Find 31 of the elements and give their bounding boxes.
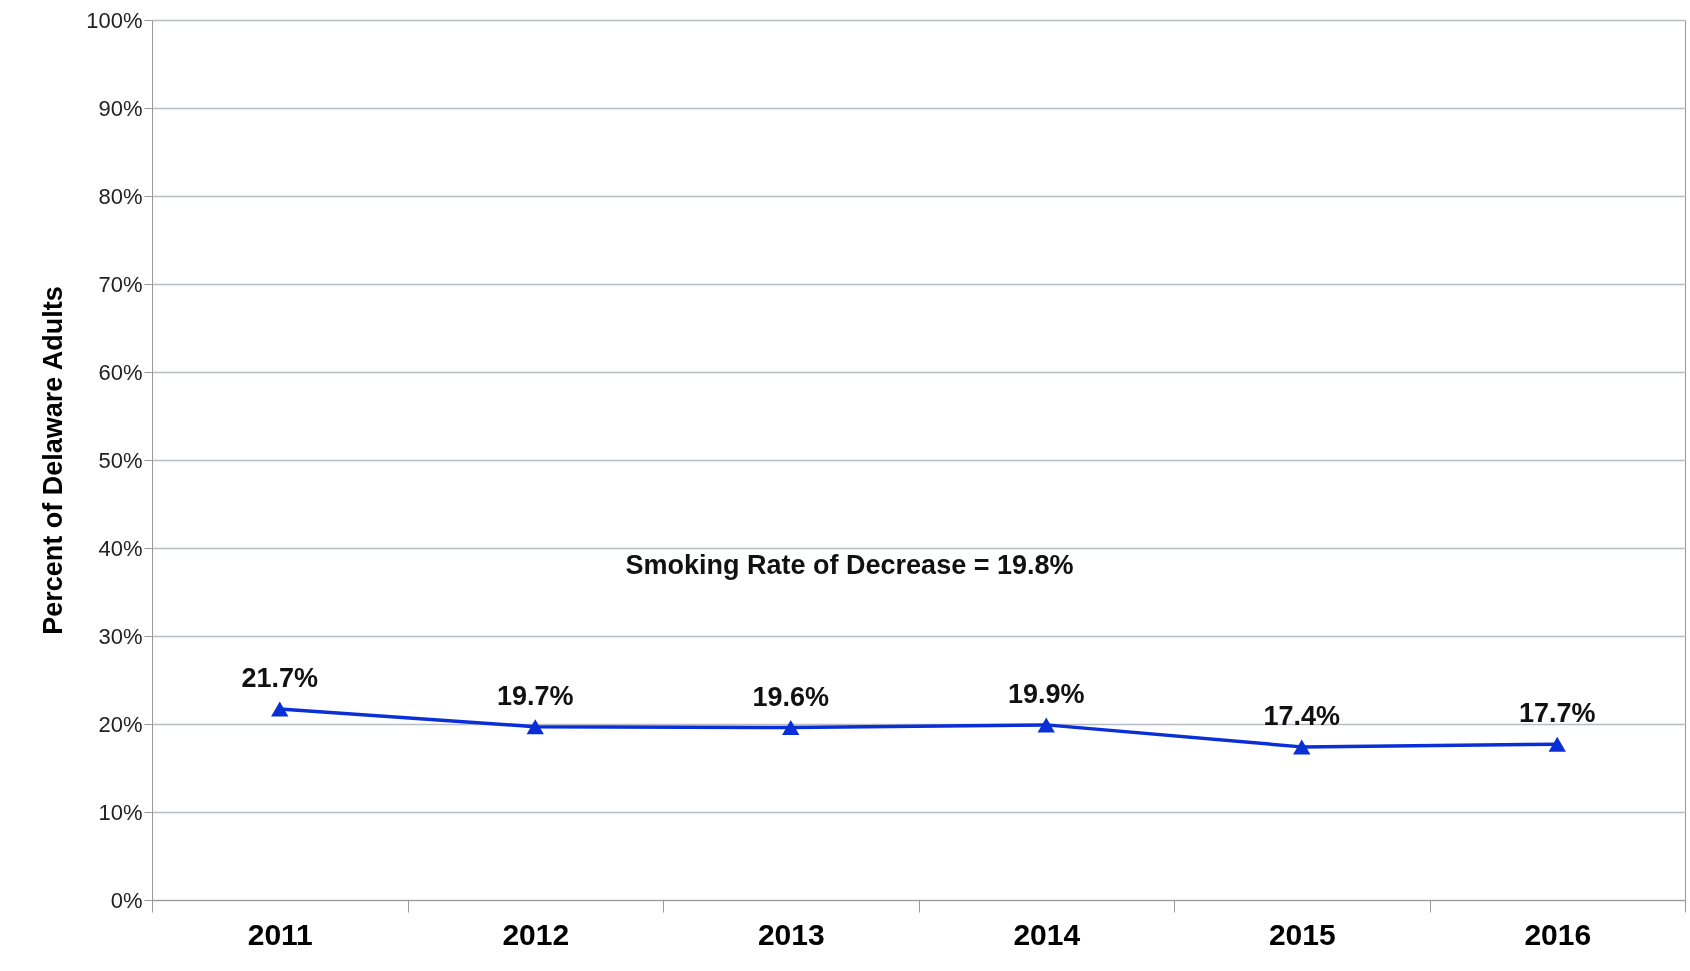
- data-label: 17.4%: [1263, 700, 1341, 731]
- data-label: 19.7%: [496, 680, 574, 711]
- data-label: 19.6%: [752, 681, 830, 712]
- point: [1293, 739, 1311, 755]
- point: [782, 720, 800, 736]
- point: [1548, 736, 1566, 752]
- x-tick-label: 2015: [1268, 917, 1336, 951]
- y-tick-label: 100%: [86, 7, 143, 33]
- y-tick-label: 90%: [98, 95, 143, 121]
- x-tick-label: 2012: [502, 917, 570, 951]
- y-tick-label: 0%: [110, 887, 143, 913]
- y-tick-label: 60%: [98, 359, 143, 385]
- point: [271, 701, 289, 717]
- y-axis-title: Percent of Delaware Adults: [38, 286, 69, 635]
- point: [526, 719, 544, 735]
- y-tick-label: 50%: [98, 447, 143, 473]
- data-label: 17.7%: [1518, 698, 1596, 729]
- y-tick-label: 20%: [98, 711, 143, 737]
- x-tick-label: 2013: [757, 917, 825, 951]
- y-tick-label: 40%: [98, 535, 143, 561]
- x-tick-label: 2011: [247, 917, 313, 951]
- x-tick-label: 2016: [1524, 917, 1592, 951]
- annotation: Smoking Rate of Decrease = 19.8%: [625, 549, 1074, 580]
- x-tick-label: 2014: [1013, 917, 1081, 951]
- point: [1037, 717, 1055, 733]
- data-label: 19.9%: [1007, 678, 1085, 709]
- y-tick-label: 80%: [98, 183, 143, 209]
- y-tick-label: 30%: [98, 623, 143, 649]
- y-tick-label: 10%: [98, 799, 143, 825]
- data-label: 21.7%: [241, 663, 319, 694]
- y-tick-label: 70%: [98, 271, 143, 297]
